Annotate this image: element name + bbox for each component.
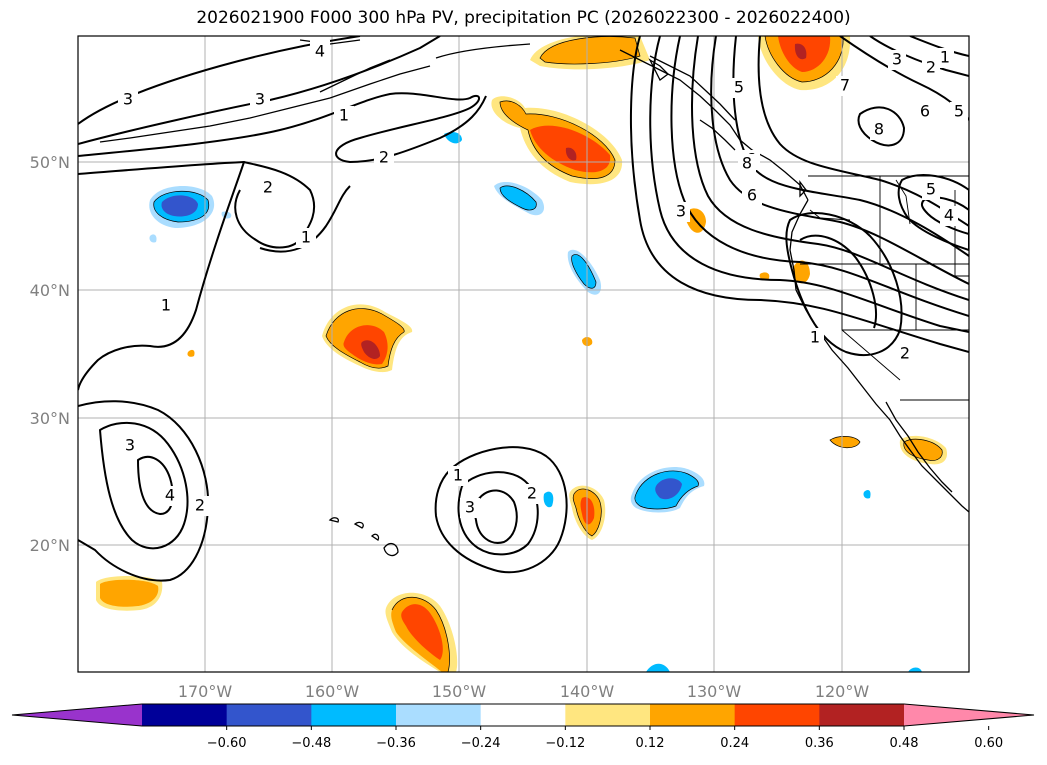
colorbar-tick-label: 0.36 [805, 736, 834, 751]
lat-axis: 50°N 40°N 30°N 20°N [30, 153, 70, 555]
clabel-ridge-8: 1 [161, 296, 171, 315]
precip-blob-small-1 [187, 349, 195, 357]
lon-label-120w: 120°W [815, 682, 870, 701]
clabel-ridge-4: 1 [339, 106, 349, 125]
precip-blob-bottom-blue-1 [646, 663, 670, 672]
lat-label-20n: 20°N [30, 536, 70, 555]
lon-axis: 170°W 160°W 150°W 140°W 130°W 120°W [178, 682, 870, 701]
colorbar-tick-label: −0.12 [545, 736, 585, 751]
colorbar-swatch [142, 704, 228, 726]
precip-blob-sw-negative [630, 467, 705, 513]
colorbar-swatch [480, 704, 566, 726]
clabel-trough-10: 5 [954, 102, 964, 121]
colorbar-tick-label: −0.36 [376, 736, 416, 751]
clabel-central-1: 1 [453, 466, 463, 485]
clabel-central-3: 2 [527, 484, 537, 503]
colorbar-tick-label: 0.60 [974, 736, 1003, 751]
map-frame [77, 35, 970, 673]
precip-outlines [153, 36, 943, 672]
precip-blob-sw-positive [96, 576, 163, 611]
lon-label-130w: 130°W [687, 682, 742, 701]
clabel-trough-13: 4 [944, 206, 954, 225]
colorbar-tick-label: −0.60 [207, 736, 247, 751]
clabel-trough-2: 6 [747, 186, 757, 205]
colorbar-swatch [734, 704, 820, 726]
colorbar-swatch [650, 704, 736, 726]
colorbar-swatch [311, 704, 397, 726]
clabel-west-1: 3 [125, 436, 135, 455]
clabel-trough-4: 7 [840, 76, 850, 95]
precip-blob-bc-coast [758, 36, 851, 91]
clabel-ridge-3: 4 [315, 42, 325, 61]
clabel-ridge-2: 3 [255, 90, 265, 109]
clabel-trough-15: 2 [926, 58, 936, 77]
colorbar-tick-label: 0.12 [636, 736, 665, 751]
lat-label-50n: 50°N [30, 153, 70, 172]
clabel-trough-6: 3 [676, 202, 686, 221]
map-title: 2026021900 F000 300 hPa PV, precipitatio… [196, 8, 851, 28]
precip-blob-nw-negative [149, 185, 232, 243]
precip-blob-north-gulf [530, 36, 650, 70]
clabel-ridge-7: 1 [301, 228, 311, 247]
clabel-trough-1: 5 [734, 78, 744, 97]
clabel-ridge-5: 2 [379, 148, 389, 167]
precip-blob-small-5 [792, 260, 810, 284]
clabel-central-2: 3 [465, 498, 475, 517]
precip-blob-blue-40n [567, 249, 602, 295]
lat-label-30n: 30°N [30, 409, 70, 428]
clabel-trough-12: 5 [926, 180, 936, 199]
colorbar-tick-label: −0.48 [291, 736, 331, 751]
clabel-trough-9: 6 [920, 102, 930, 121]
lon-label-150w: 150°W [432, 682, 487, 701]
precip-blob-small-blue-2 [863, 490, 871, 499]
colorbar-tick-label: 0.48 [890, 736, 919, 751]
clabel-ridge-6: 2 [263, 178, 273, 197]
clabel-trough-5: 8 [874, 120, 884, 139]
lon-label-140w: 140°W [560, 682, 615, 701]
precip-blob-blue-mid [494, 181, 545, 216]
precip-blob-hawaii-south [385, 592, 458, 672]
clabel-trough-16: 3 [892, 50, 902, 69]
clabel-west-3: 2 [195, 496, 205, 515]
clabel-trough-8: 1 [810, 328, 820, 347]
colorbar-outline [11, 703, 1035, 727]
map-panel [78, 36, 969, 672]
colorbar-swatch [226, 704, 312, 726]
colorbar-extend-max [904, 704, 1034, 726]
colorbar-tick-label: 0.24 [720, 736, 749, 751]
lat-label-40n: 40°N [30, 281, 70, 300]
colorbar: −0.60 −0.48 −0.36 −0.24 −0.12 0.12 0.24 0.36 0.4… [11, 703, 1035, 751]
colorbar-swatch [565, 704, 651, 726]
lon-label-170w: 170°W [178, 682, 233, 701]
coastlines [99, 39, 969, 557]
clabel-west-2: 4 [165, 486, 175, 505]
precip-blob-se-1 [830, 436, 860, 448]
colorbar-swatch [396, 704, 482, 726]
precip-blob-bottom-blue-2 [908, 667, 922, 672]
clabel-trough-11: 8 [742, 154, 752, 173]
colorbar-tick-label: −0.24 [461, 736, 501, 751]
colorbar-extend-min [12, 704, 142, 726]
clabel-trough-14: 1 [940, 48, 950, 67]
clabel-ridge-1: 3 [123, 90, 133, 109]
contour-labels: 3 3 4 1 2 2 1 1 3 4 2 1 3 2 [118, 40, 968, 518]
clabel-trough-7: 2 [900, 344, 910, 363]
precip-shading [96, 36, 948, 672]
precip-blob-small-blue-3 [543, 491, 554, 508]
colorbar-swatch [819, 704, 905, 726]
lon-label-160w: 160°W [305, 682, 360, 701]
